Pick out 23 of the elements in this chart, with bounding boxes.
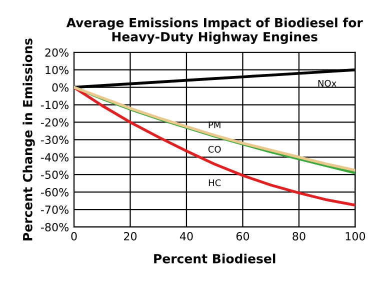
y-tick-label: -20% [40, 118, 69, 127]
y-tick-label: -30% [40, 136, 69, 144]
y-tick-label: -80% [40, 222, 69, 232]
series-label: CO [208, 146, 221, 153]
x-tick-label: 20 [124, 232, 137, 240]
x-tick-label: 40 [180, 232, 193, 240]
chart-title: Average Emissions Impact of Biodiesel for Heavy-Duty Highway Engines [66, 18, 363, 44]
x-tick-label: 100 [346, 232, 366, 240]
y-tick-label: -60% [40, 188, 69, 196]
series-label: HC [208, 179, 221, 186]
x-tick-label: 0 [71, 232, 77, 240]
x-tick-label: 60 [236, 232, 250, 240]
y-tick-label: 0% [52, 83, 69, 92]
y-tick-label: -50% [40, 170, 69, 179]
y-tick-label: 20% [45, 48, 69, 57]
x-axis-title: Percent Biodiesel [154, 254, 276, 264]
y-tick-label: -10% [40, 100, 69, 110]
y-axis-title: Percent Change in Emissions [22, 38, 35, 240]
y-tick-label: -70% [40, 205, 69, 214]
series-label: NOx [318, 80, 336, 87]
y-tick-label: -40% [40, 153, 69, 162]
y-tick-label: 10% [46, 66, 69, 74]
x-tick-label: 80 [292, 232, 306, 240]
